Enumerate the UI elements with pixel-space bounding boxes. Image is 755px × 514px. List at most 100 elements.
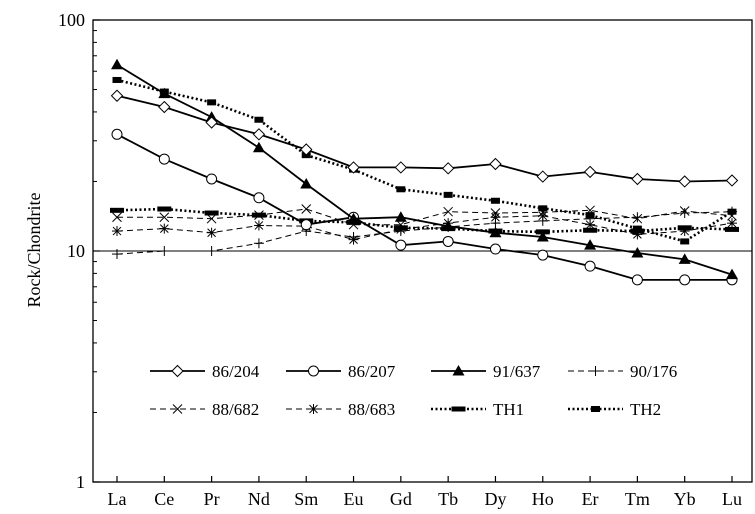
- data-point: [252, 141, 265, 153]
- data-point: [443, 191, 453, 198]
- x-tick-label: Yb: [674, 489, 696, 509]
- x-axis-ticks: La Ce Pr Nd Sm Eu Gd Tb Dy Ho Er Tm Yb Lu: [108, 476, 742, 509]
- data-point: [300, 143, 313, 156]
- data-point: [631, 247, 644, 258]
- data-point: [583, 165, 597, 179]
- data-point: [536, 170, 549, 183]
- data-point: [301, 204, 312, 214]
- data-point: [394, 161, 408, 174]
- legend-item: TH2: [568, 400, 661, 419]
- x-tick-label: Pr: [204, 489, 220, 509]
- data-point: [727, 208, 737, 215]
- data-point: [727, 218, 737, 229]
- data-point: [395, 239, 407, 251]
- series-layer: [110, 58, 739, 286]
- series-88-683: [112, 210, 737, 245]
- x-tick-label: Lu: [722, 489, 742, 509]
- data-point: [537, 210, 548, 221]
- legend-label: 88/682: [212, 400, 259, 419]
- y-tick-label: 100: [58, 10, 85, 30]
- data-point: [393, 225, 408, 231]
- data-point: [583, 227, 598, 233]
- data-point: [678, 175, 691, 188]
- legend-label: TH2: [630, 400, 661, 419]
- legend: 86/204 86/207 91/637 90/176 88/682 88/683 TH1 T…: [150, 362, 677, 419]
- x-tick-label: Dy: [484, 489, 506, 509]
- legend-label: 88/683: [348, 400, 395, 419]
- data-point: [110, 207, 124, 213]
- data-point: [172, 404, 183, 414]
- data-point: [631, 172, 644, 186]
- data-point: [110, 89, 124, 102]
- data-point: [347, 161, 360, 174]
- series-line: [117, 208, 733, 226]
- data-point: [112, 76, 122, 83]
- data-point: [112, 212, 122, 223]
- series-line: [116, 64, 733, 276]
- data-point: [725, 226, 739, 232]
- data-point: [207, 99, 217, 106]
- data-point: [489, 157, 502, 171]
- data-point: [591, 406, 600, 412]
- data-point: [632, 225, 642, 232]
- y-axis-label: Rock/Chondrite: [24, 193, 44, 308]
- legend-label: 86/207: [348, 362, 396, 381]
- data-point: [489, 226, 502, 238]
- data-point: [585, 212, 595, 219]
- legend-item: 88/683: [286, 400, 395, 419]
- legend-item: 90/176: [568, 362, 677, 381]
- data-point: [159, 246, 170, 256]
- data-point: [632, 212, 643, 223]
- data-point: [490, 197, 500, 204]
- data-point: [205, 116, 218, 129]
- data-point: [442, 235, 454, 247]
- x-tick-label: Sm: [294, 489, 318, 509]
- y-axis-ticks: 1 10 100: [58, 10, 100, 492]
- data-point: [253, 220, 264, 231]
- series-91-637: [111, 58, 738, 280]
- x-tick-label: Tb: [438, 489, 458, 509]
- data-point: [452, 365, 465, 376]
- x-tick-label: Eu: [344, 489, 364, 509]
- legend-label: 86/204: [212, 362, 260, 381]
- series-line: [116, 133, 732, 281]
- data-point: [158, 153, 170, 165]
- data-point: [347, 212, 360, 224]
- data-point: [442, 220, 455, 231]
- data-point: [206, 227, 217, 238]
- data-point: [348, 234, 359, 245]
- x-tick-label: Tm: [625, 489, 650, 509]
- data-point: [680, 238, 690, 245]
- data-point: [631, 274, 643, 286]
- series-line: [116, 207, 733, 234]
- data-point: [537, 249, 549, 261]
- data-point: [159, 223, 170, 234]
- data-point: [538, 205, 548, 212]
- data-point: [251, 212, 266, 218]
- legend-item: 88/682: [150, 400, 259, 419]
- data-point: [112, 226, 122, 237]
- y-tick-label: 1: [76, 472, 85, 492]
- data-point: [206, 213, 217, 224]
- x-tick-label: Ce: [154, 489, 174, 509]
- data-point: [308, 365, 319, 377]
- data-point: [206, 246, 217, 256]
- data-point: [158, 87, 171, 99]
- data-point: [252, 128, 266, 141]
- data-point: [679, 208, 690, 219]
- legend-label: 90/176: [630, 362, 677, 381]
- data-point: [490, 212, 501, 223]
- data-point: [253, 238, 264, 249]
- series-86-207: [111, 128, 738, 286]
- data-point: [451, 406, 466, 412]
- data-point: [111, 58, 123, 70]
- series-line: [116, 211, 733, 255]
- legend-label: TH1: [493, 400, 524, 419]
- data-point: [489, 243, 501, 255]
- data-point: [253, 192, 265, 204]
- data-point: [443, 206, 454, 217]
- data-point: [300, 178, 313, 189]
- data-point: [584, 260, 596, 272]
- x-tick-label: La: [108, 489, 127, 509]
